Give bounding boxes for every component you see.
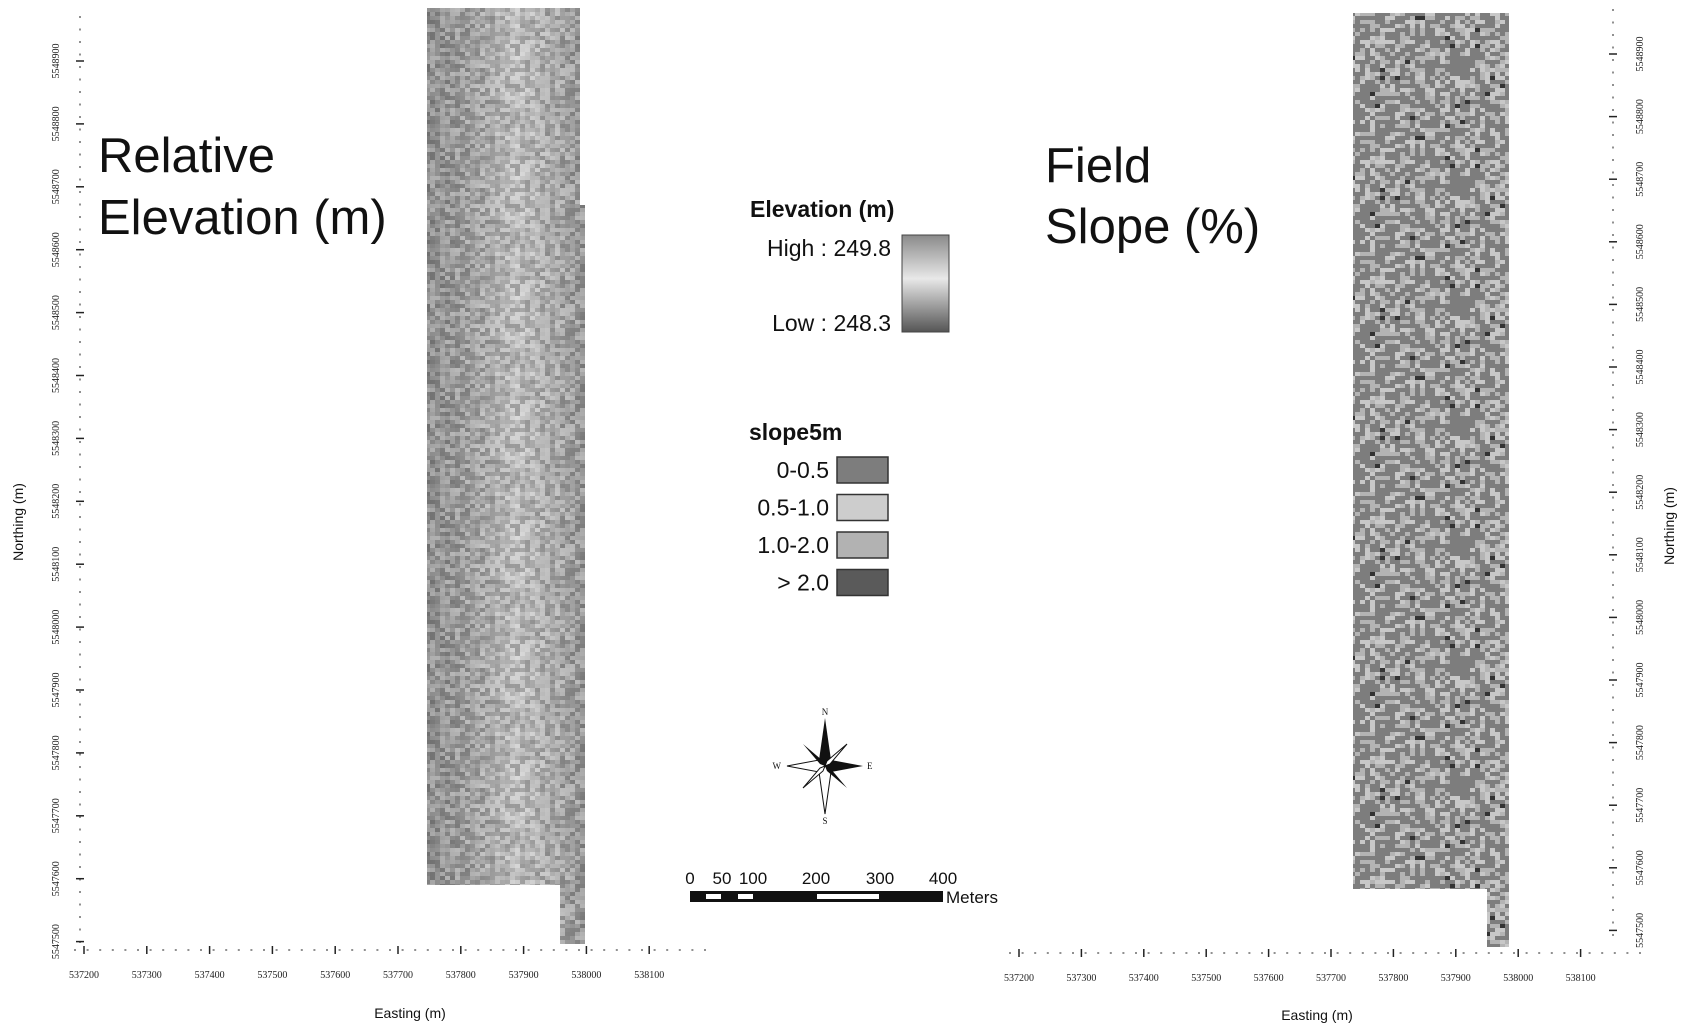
slope-raster: [1343, 13, 1509, 947]
y-tick-label: 5548200: [51, 484, 62, 519]
y-tick-label: 5547800: [51, 735, 62, 770]
legend-gradient: [901, 234, 950, 333]
y-tick-label: 5548600: [51, 232, 62, 267]
y-tick-label: 5548700: [1635, 162, 1646, 197]
y-tick-label: 5547700: [51, 798, 62, 833]
y-tick-label: 5547500: [51, 924, 62, 959]
x-tick-label: 538100: [1566, 973, 1596, 984]
north-arrow: N S E W: [773, 707, 874, 826]
y-tick-label: 5548200: [1635, 475, 1646, 510]
map-title: Field: [1045, 139, 1151, 193]
scale-unit: Meters: [946, 888, 998, 907]
x-tick-label: 537700: [1316, 973, 1346, 984]
elevation-raster: [415, 8, 585, 944]
y-tick-label: 5548400: [1635, 350, 1646, 385]
legend-title: slope5m: [749, 419, 842, 445]
x-tick-label: 537500: [1191, 973, 1221, 984]
y-tick-label: 5548500: [1635, 287, 1646, 322]
x-axis-label: Easting (m): [1281, 1007, 1353, 1023]
y-tick-label: 5548800: [1635, 99, 1646, 134]
x-tick-label: 537600: [320, 970, 350, 981]
x-tick-label: 538100: [634, 970, 664, 981]
scale-bar: Meters 0 50 100 200 300 400: [685, 869, 998, 907]
slope-legend: slope5m 0-0.5 0.5-1.0 1.0-2.0 > 2.0: [749, 419, 889, 597]
y-tick-label: 5547900: [1635, 663, 1646, 698]
scale-label: 100: [739, 869, 767, 888]
y-tick-label: 5548700: [51, 169, 62, 204]
compass-label: W: [773, 761, 782, 771]
legend-swatch: [836, 493, 889, 522]
x-tick-label: 537600: [1254, 973, 1284, 984]
y-tick-label: 5548100: [51, 547, 62, 582]
x-axis-label: Easting (m): [374, 1005, 446, 1021]
legend-swatch: [836, 456, 889, 484]
x-tick-label: 537800: [1378, 973, 1408, 984]
compass-label: N: [822, 707, 829, 717]
legend-label: 1.0-2.0: [757, 532, 829, 558]
scale-label: 300: [866, 869, 894, 888]
y-tick-label: 5548300: [1635, 412, 1646, 447]
legend-swatch: [836, 531, 889, 559]
scale-label: 400: [929, 869, 957, 888]
legend-swatch: [836, 568, 889, 597]
y-axis-label: Northing (m): [1661, 487, 1677, 565]
map-title: Slope (%): [1045, 200, 1260, 254]
x-tick-label: 537200: [1004, 973, 1034, 984]
x-tick-label: 537900: [1441, 973, 1471, 984]
x-tick-label: 537300: [132, 970, 162, 981]
x-tick-label: 537800: [446, 970, 476, 981]
y-tick-label: 5547600: [51, 861, 62, 896]
axes: 537200 537300 537400 537500 537600 537700 5378…: [51, 9, 1646, 984]
y-tick-label: 5547800: [1635, 725, 1646, 760]
legend-title: Elevation (m): [750, 196, 894, 222]
x-tick-label: 538000: [1503, 973, 1533, 984]
x-tick-label: 538000: [571, 970, 601, 981]
y-tick-label: 5547500: [1635, 913, 1646, 948]
y-tick-label: 5548100: [1635, 537, 1646, 572]
legend-label: High : 249.8: [767, 235, 891, 261]
map-title: Relative: [98, 129, 275, 183]
scale-label: 0: [685, 869, 694, 888]
y-tick-label: 5548000: [1635, 600, 1646, 635]
compass-label: S: [822, 816, 827, 826]
x-tick-label: 537500: [257, 970, 287, 981]
legend-label: Low : 248.3: [772, 310, 891, 336]
y-tick-label: 5548000: [51, 610, 62, 645]
map-title: Elevation (m): [98, 191, 387, 245]
y-tick-label: 5548600: [1635, 224, 1646, 259]
x-tick-label: 537400: [195, 970, 225, 981]
y-axis-label: Northing (m): [10, 483, 26, 561]
x-tick-label: 537200: [69, 970, 99, 981]
elevation-legend: Elevation (m) High : 249.8 Low : 248.3: [750, 196, 950, 336]
y-tick-label: 5547600: [1635, 850, 1646, 885]
x-tick-label: 537900: [509, 970, 539, 981]
y-tick-label: 5548800: [51, 106, 62, 141]
x-tick-label: 537300: [1066, 973, 1096, 984]
legend-label: > 2.0: [777, 570, 829, 596]
scale-label: 50: [713, 869, 732, 888]
y-tick-label: 5547900: [51, 673, 62, 708]
y-tick-label: 5548900: [51, 44, 62, 79]
x-tick-label: 537400: [1129, 973, 1159, 984]
y-tick-label: 5548500: [51, 295, 62, 330]
y-tick-label: 5547700: [1635, 788, 1646, 823]
y-tick-label: 5548900: [1635, 37, 1646, 72]
y-tick-label: 5548400: [51, 358, 62, 393]
scale-label: 200: [802, 869, 830, 888]
compass-label: E: [867, 761, 873, 771]
legend-label: 0.5-1.0: [757, 495, 829, 521]
x-tick-label: 537700: [383, 970, 413, 981]
y-tick-label: 5548300: [51, 421, 62, 456]
legend-label: 0-0.5: [777, 457, 829, 483]
